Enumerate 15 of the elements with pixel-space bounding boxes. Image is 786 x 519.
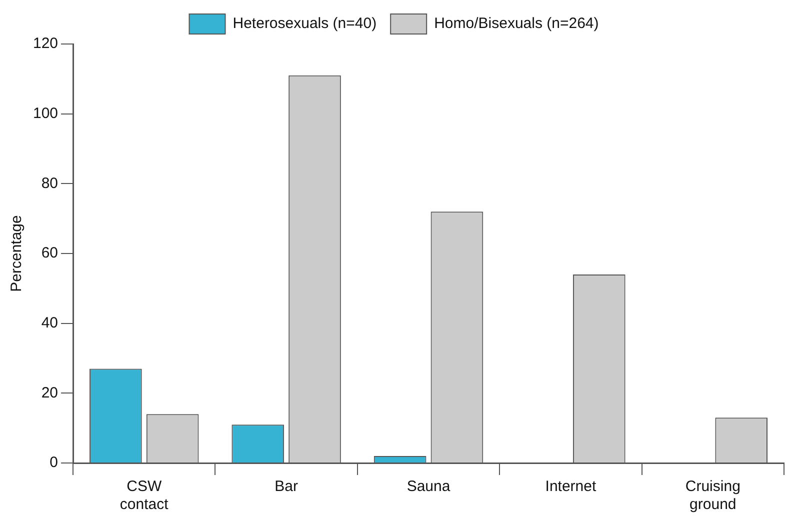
x-tick-label: Sauna	[406, 478, 451, 496]
y-tick-label: 20	[41, 384, 58, 402]
x-tick-label: Internet	[545, 478, 597, 496]
y-tick-label: 60	[41, 244, 58, 262]
y-tick-label: 40	[41, 314, 58, 332]
y-tick-label: 100	[32, 104, 58, 122]
y-tick-label: 80	[41, 174, 58, 192]
x-tick-label: Cruising ground	[685, 478, 740, 514]
legend-label: Heterosexuals (n=40)	[232, 15, 377, 32]
legend-label: Homo/Bisexuals (n=264)	[434, 15, 599, 32]
y-axis-title: Percentage	[8, 215, 26, 292]
x-tick-label: CSW contact	[120, 478, 170, 514]
y-tick-label: 0	[50, 454, 58, 472]
x-tick-label: Bar	[274, 478, 298, 496]
y-tick-label: 120	[32, 35, 58, 52]
